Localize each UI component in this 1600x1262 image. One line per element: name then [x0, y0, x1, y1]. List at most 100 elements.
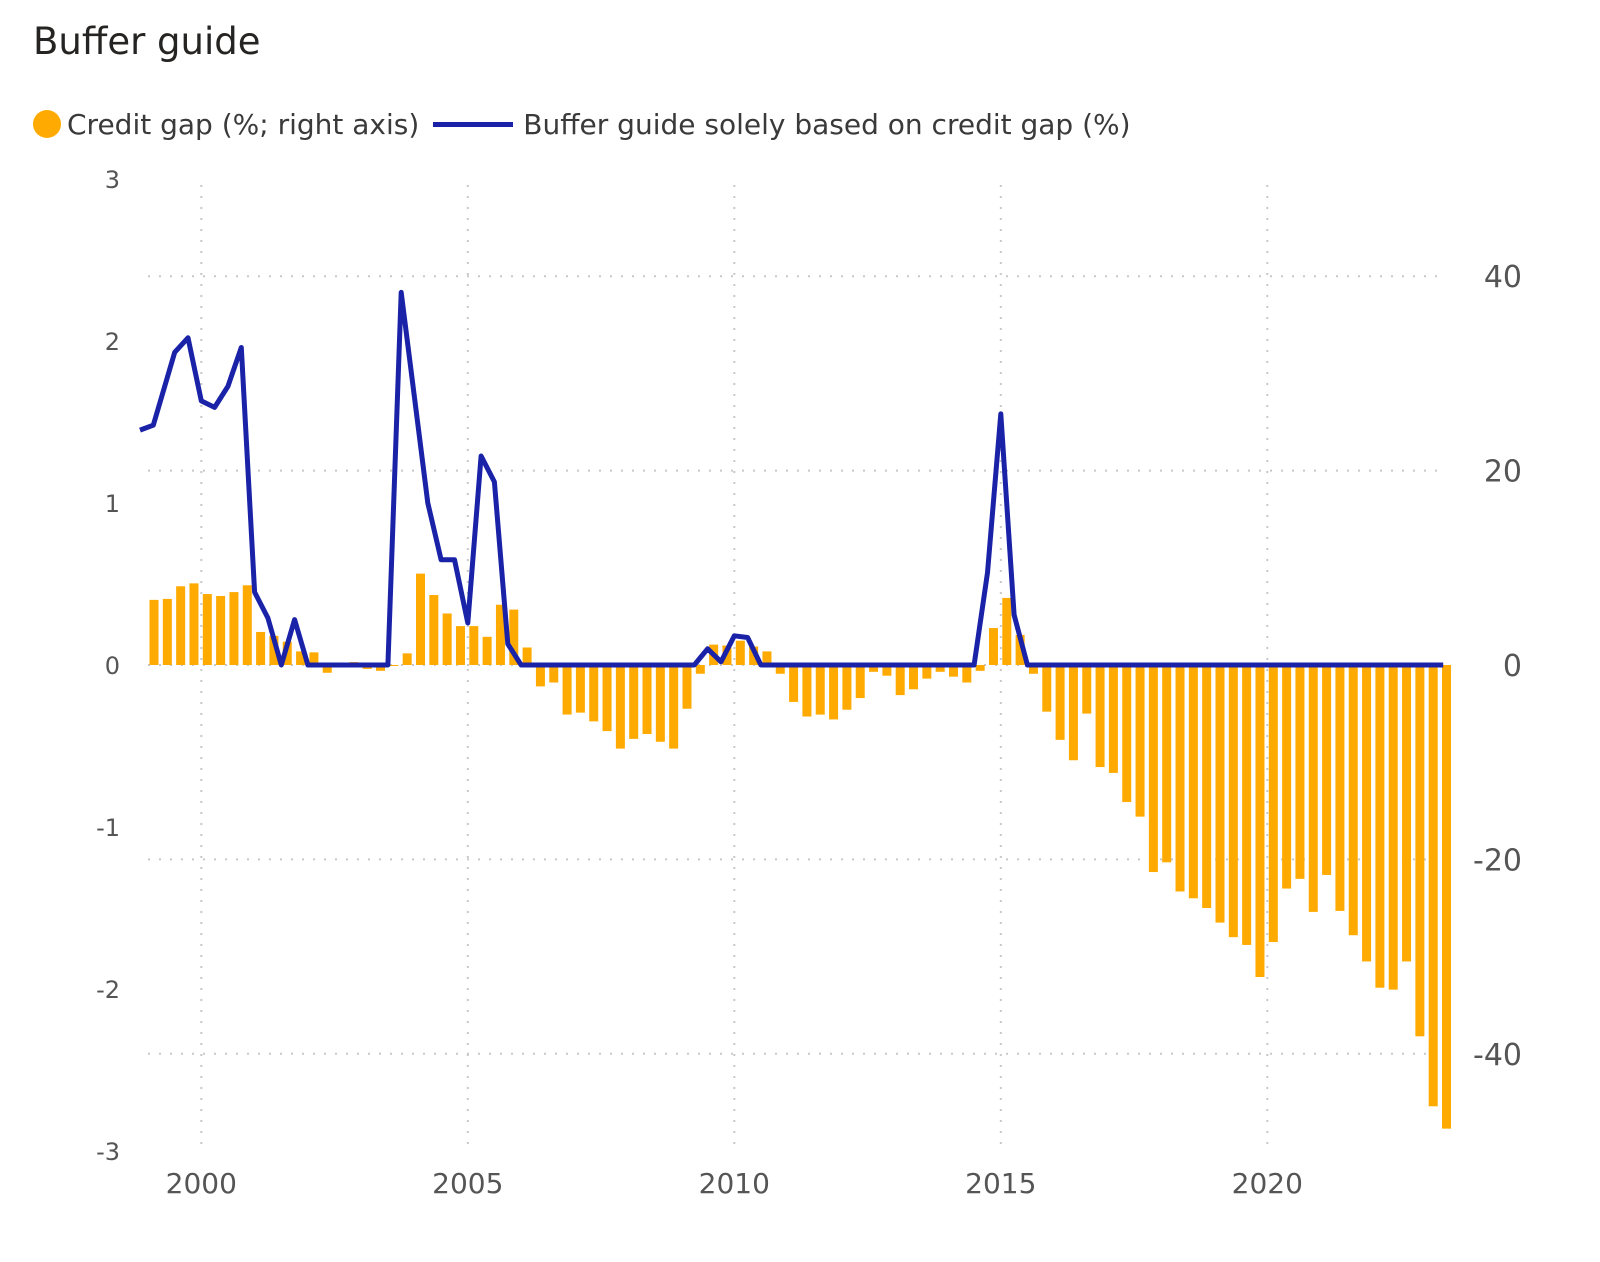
credit-gap-bar [1335, 665, 1345, 911]
credit-gap-bar [549, 665, 559, 683]
left-axis-tick-label: 0 [105, 652, 120, 680]
credit-gap-bar [216, 595, 226, 665]
credit-gap-bar [909, 665, 919, 690]
right-axis-tick-label: 0 [1503, 649, 1522, 684]
credit-gap-bar [1055, 665, 1065, 740]
legend-label-credit-gap: Credit gap (%; right axis) [67, 107, 420, 141]
legend-marker-circle-icon [33, 110, 61, 138]
credit-gap-bar [256, 631, 266, 665]
credit-gap-bar [962, 665, 972, 683]
credit-gap-bar [855, 665, 865, 699]
credit-gap-bar [1228, 665, 1238, 938]
left-axis-tick-label: -2 [96, 976, 120, 1004]
credit-gap-bar [522, 647, 532, 665]
credit-gap-bar [1268, 665, 1278, 943]
credit-gap-bar [762, 651, 772, 665]
credit-gap-bar [1028, 665, 1038, 674]
credit-gap-bar [1295, 665, 1305, 879]
credit-gap-bar [869, 665, 879, 672]
credit-gap-bar [775, 665, 785, 674]
credit-gap-bar [842, 665, 852, 710]
credit-gap-bar [1375, 665, 1385, 988]
buffer-guide-line [139, 289, 1444, 668]
credit-gap-bar [1148, 665, 1158, 873]
credit-gap-bar [735, 640, 745, 665]
credit-gap-bar [229, 592, 239, 665]
right-axis-tick-label: 20 [1484, 455, 1522, 490]
credit-gap-bar [749, 646, 759, 665]
credit-gap-bar [416, 573, 425, 665]
credit-gap-bar [1188, 665, 1198, 899]
credit-gap-bar [949, 665, 958, 677]
credit-gap-bar [1215, 665, 1225, 923]
credit-gap-bars [149, 573, 1452, 1129]
right-axis-tick-label: -40 [1473, 1038, 1522, 1073]
left-axis-tick-label: 3 [105, 166, 120, 194]
credit-gap-bar [802, 665, 812, 717]
credit-gap-bar [162, 598, 172, 665]
x-axis-tick-label: 2010 [699, 1167, 770, 1200]
right-axis-tick-label: -20 [1473, 843, 1522, 878]
left-axis-tick-label: 1 [105, 490, 120, 518]
credit-gap-bar [1255, 665, 1265, 978]
credit-gap-bar [1202, 665, 1212, 908]
left-axis-tick-label: -1 [96, 814, 120, 842]
credit-gap-bar [296, 651, 306, 665]
right-axis-ticks: 40 20 0 -20 -40 [1473, 260, 1522, 1073]
credit-gap-bar [829, 665, 839, 720]
credit-gap-bar [1122, 665, 1132, 803]
credit-gap-bar [442, 613, 452, 665]
x-axis-ticks: 2000 2005 2010 2015 2020 [166, 1167, 1303, 1200]
credit-gap-bar [1348, 665, 1358, 936]
credit-gap-bar [575, 665, 585, 713]
credit-gap-bar [695, 665, 705, 674]
credit-gap-bar [789, 665, 799, 702]
credit-gap-bar [1002, 597, 1012, 665]
x-axis-tick-label: 2015 [965, 1167, 1036, 1200]
x-axis-tick-label: 2005 [432, 1167, 503, 1200]
credit-gap-bar [269, 635, 279, 665]
credit-gap-bar [1242, 665, 1252, 945]
credit-gap-bar [376, 665, 386, 671]
x-axis-tick-label: 2020 [1232, 1167, 1303, 1200]
credit-gap-bar [988, 628, 998, 665]
credit-gap-bar [895, 665, 905, 696]
credit-gap-bar [1068, 665, 1078, 761]
legend-item-buffer-guide[interactable]: Buffer guide solely based on credit gap … [433, 108, 1131, 141]
credit-gap-bar [935, 665, 945, 672]
credit-gap-bar [1108, 665, 1118, 773]
credit-gap-bar [615, 665, 625, 749]
credit-gap-bar [202, 594, 212, 665]
credit-gap-bar [1135, 665, 1145, 817]
credit-gap-bar [1308, 665, 1318, 912]
legend-marker-line-icon [433, 121, 514, 127]
credit-gap-bar [309, 652, 319, 665]
left-axis-tick-label: 2 [105, 328, 120, 356]
credit-gap-bar [602, 665, 612, 732]
legend-item-credit-gap[interactable]: Credit gap (%; right axis) [33, 108, 419, 141]
credit-gap-bar [1388, 665, 1398, 990]
credit-gap-bar [469, 626, 479, 665]
right-axis-tick-label: 40 [1484, 260, 1522, 295]
x-axis-tick-label: 2000 [166, 1167, 237, 1200]
credit-gap-bar [535, 665, 545, 687]
credit-gap-bar [1362, 665, 1372, 962]
credit-gap-bar [1162, 665, 1172, 863]
credit-gap-bar [455, 626, 465, 665]
left-axis-ticks: 3 2 1 0 -1 -2 -3 [96, 166, 120, 1166]
credit-gap-bar [975, 665, 985, 671]
credit-gap-bar [1095, 665, 1105, 768]
buffer-guide-line-group [139, 289, 1444, 668]
credit-gap-bar [1428, 665, 1438, 1107]
credit-gap-bar [922, 665, 932, 679]
credit-gap-bar [402, 653, 412, 665]
credit-gap-bar [562, 665, 572, 715]
credit-gap-bar [642, 665, 652, 735]
credit-gap-bar [1175, 665, 1185, 892]
credit-gap-bar [1322, 665, 1332, 875]
credit-gap-bar [149, 599, 159, 665]
credit-gap-bar [882, 665, 892, 676]
credit-gap-bar [1402, 665, 1412, 962]
credit-gap-bar [1282, 665, 1292, 889]
